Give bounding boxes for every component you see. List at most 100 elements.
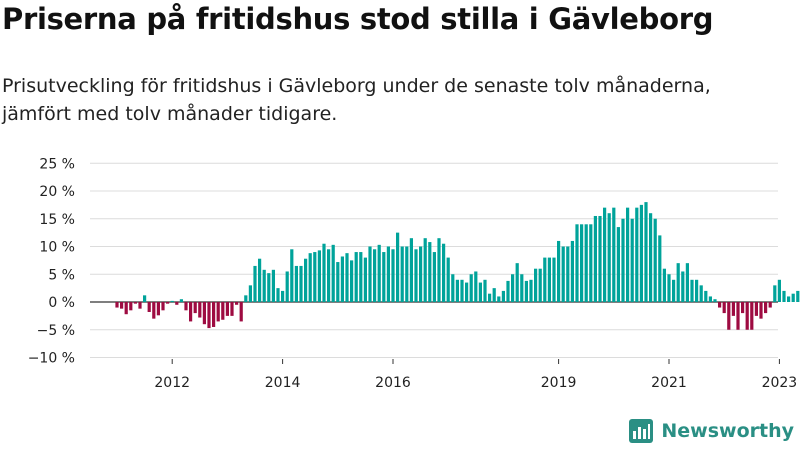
bar xyxy=(745,302,749,330)
bar xyxy=(768,302,772,308)
bar xyxy=(782,290,786,302)
bar xyxy=(304,258,308,302)
bar xyxy=(566,246,570,302)
bar xyxy=(501,290,505,302)
bar xyxy=(271,269,275,302)
bar xyxy=(207,302,211,329)
bar xyxy=(695,279,699,302)
bar xyxy=(492,288,496,303)
bar xyxy=(731,302,735,316)
bar xyxy=(672,279,676,302)
bar xyxy=(722,302,726,314)
bar xyxy=(483,279,487,302)
bar xyxy=(506,280,510,302)
y-axis-ticks: 25 % 20 % 15 % 10 % 5 % 0 % −5 % −10 % xyxy=(28,156,75,366)
bar xyxy=(340,256,344,302)
y-tick-label: −5 % xyxy=(37,323,75,339)
bar xyxy=(621,218,625,302)
bar xyxy=(442,243,446,302)
bar xyxy=(455,279,459,302)
bar xyxy=(630,218,634,302)
bar xyxy=(161,302,165,311)
bar xyxy=(308,253,312,302)
bar xyxy=(460,279,464,302)
bar xyxy=(727,302,731,330)
bar xyxy=(465,282,469,302)
newsworthy-logo-icon xyxy=(629,419,654,443)
bar xyxy=(759,302,763,319)
chart-title: Priserna på fritidshus stod stilla i Gäv… xyxy=(2,2,714,36)
bar xyxy=(166,302,170,304)
bar xyxy=(580,224,584,302)
y-tick-label: 0 % xyxy=(48,295,75,311)
bar xyxy=(179,299,183,302)
bar xyxy=(616,227,620,302)
y-tick-label: 25 % xyxy=(39,156,75,172)
bar xyxy=(557,240,561,302)
bar xyxy=(285,271,289,302)
x-tick-label: 2014 xyxy=(265,375,301,390)
bar xyxy=(685,263,689,302)
bar xyxy=(741,302,745,314)
bar xyxy=(791,293,795,302)
bar xyxy=(230,302,234,316)
bar xyxy=(653,218,657,302)
bar xyxy=(644,202,648,302)
bar xyxy=(124,302,128,315)
bar xyxy=(281,290,285,302)
bar xyxy=(437,238,441,302)
bar xyxy=(497,296,501,302)
bar xyxy=(598,215,602,302)
y-tick-label: −10 % xyxy=(28,351,75,367)
bar xyxy=(773,285,777,302)
bar xyxy=(359,252,363,302)
bar xyxy=(603,207,607,302)
bar xyxy=(322,243,326,302)
bar xyxy=(267,273,271,302)
bar xyxy=(313,252,317,302)
bar xyxy=(575,224,579,302)
bar xyxy=(235,302,239,305)
bar xyxy=(796,290,800,302)
bar xyxy=(336,262,340,302)
bar xyxy=(382,252,386,302)
bar xyxy=(350,260,354,303)
bar xyxy=(175,302,179,305)
bar xyxy=(787,296,791,302)
bar xyxy=(138,302,142,309)
bar xyxy=(193,302,197,314)
brand: Newsworthy xyxy=(628,418,794,444)
bar xyxy=(552,257,556,302)
bar xyxy=(294,265,298,302)
bar xyxy=(612,207,616,302)
bar xyxy=(147,302,151,312)
bar xyxy=(170,300,174,302)
bar xyxy=(363,257,367,302)
bar xyxy=(649,213,653,302)
bar xyxy=(736,302,740,330)
bar xyxy=(244,295,248,302)
bar xyxy=(432,252,436,302)
y-tick-label: 5 % xyxy=(48,267,75,283)
bar xyxy=(152,302,156,319)
bar xyxy=(216,302,220,322)
bar xyxy=(658,235,662,302)
bar xyxy=(184,302,188,311)
bar xyxy=(253,265,257,302)
bar xyxy=(405,246,409,302)
bar xyxy=(543,257,547,302)
y-tick-label: 20 % xyxy=(39,184,75,200)
bar xyxy=(225,302,229,316)
bar xyxy=(189,302,193,322)
bar xyxy=(704,290,708,302)
bar xyxy=(428,242,432,302)
bar xyxy=(699,285,703,302)
bar xyxy=(409,238,413,302)
bar xyxy=(345,253,349,302)
bar xyxy=(396,232,400,303)
bar xyxy=(299,265,303,302)
bar xyxy=(317,250,321,302)
bar xyxy=(718,302,722,308)
bar xyxy=(511,274,515,302)
bars xyxy=(115,202,800,330)
